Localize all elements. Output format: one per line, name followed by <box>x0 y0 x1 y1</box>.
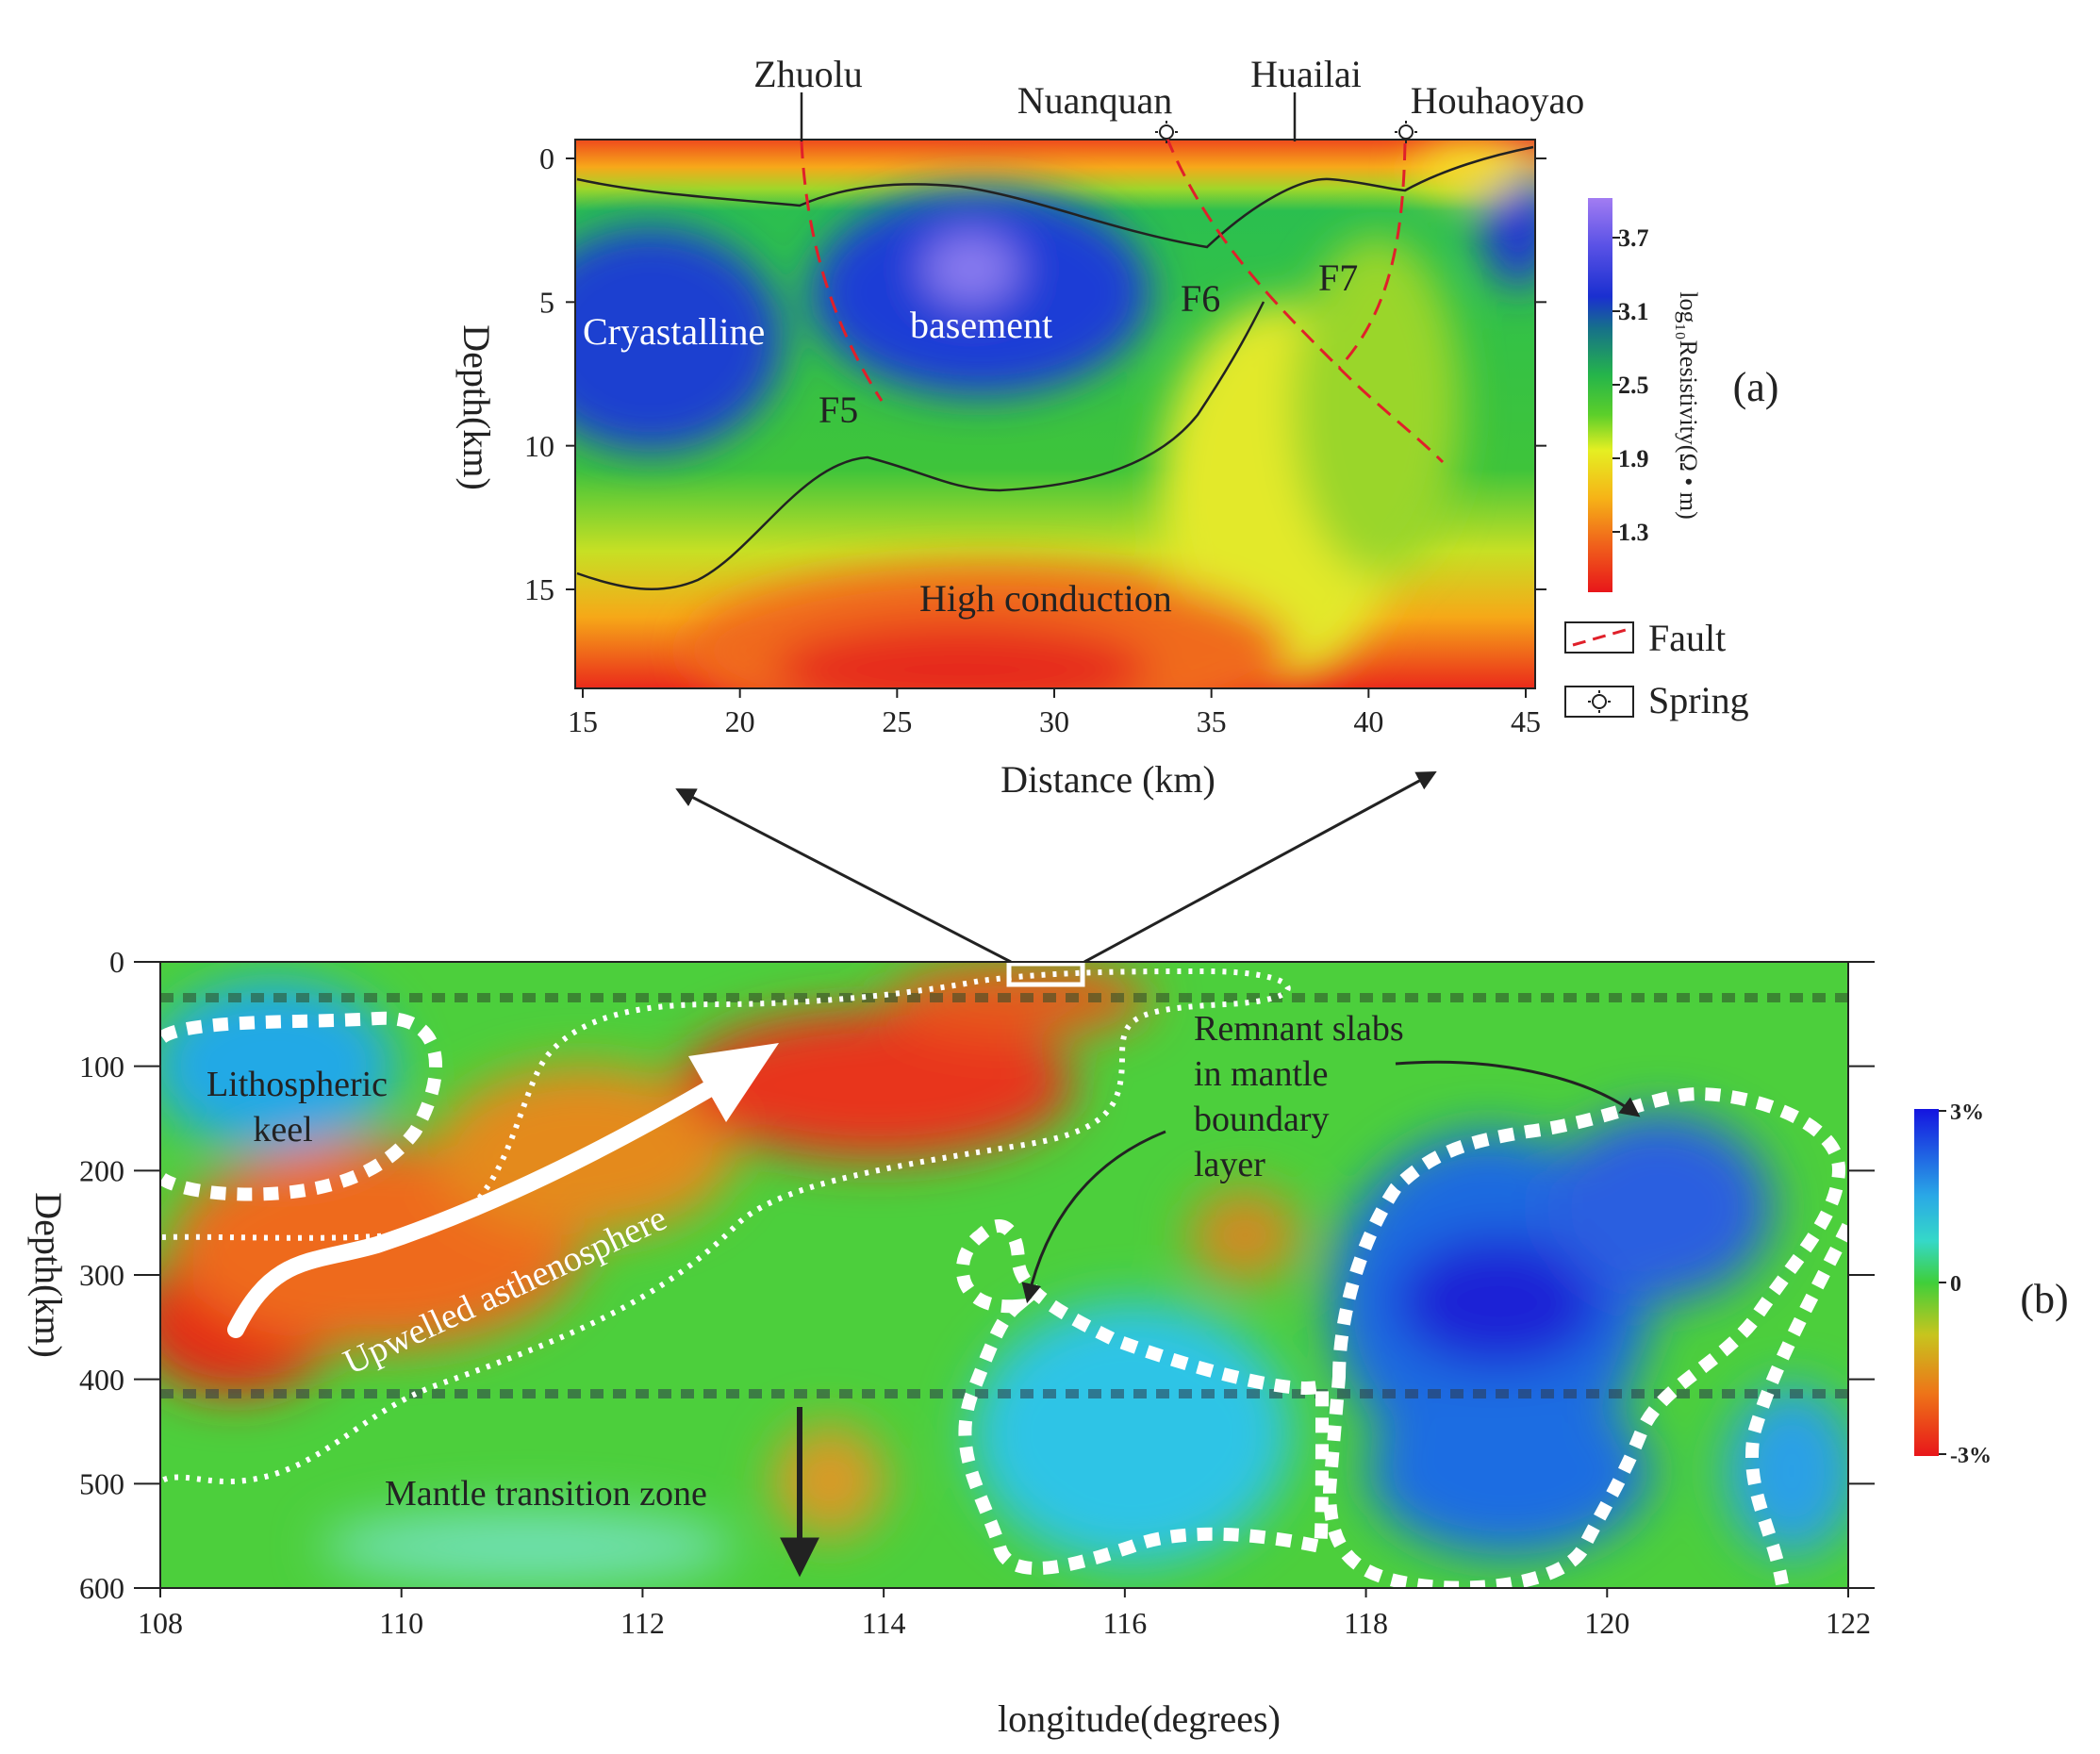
panel-b-x-tick-label: 110 <box>379 1606 423 1640</box>
panel-a-x-tick-label: 30 <box>1039 704 1069 738</box>
upwelling-arrow <box>227 1076 725 1338</box>
label-remnant-line2: in mantle <box>1194 1054 1328 1094</box>
label-high-conduction: High conduction <box>919 577 1172 620</box>
remnant-arrow-right <box>1395 1060 1641 1117</box>
label-fault-f7: F7 <box>1318 256 1358 299</box>
panel-a-y-axis-label: Depth(km) <box>455 324 498 490</box>
spring-icon <box>1155 121 1178 143</box>
resistivity-map <box>575 140 1535 688</box>
panel-a-x-tick-label: 25 <box>882 704 912 738</box>
panel-a-x-tick-label: 20 <box>725 704 755 738</box>
label-lithospheric: Lithospheric <box>207 1065 388 1104</box>
panel-b-label: (b) <box>2020 1276 2068 1322</box>
panel-b-x-tick-label: 122 <box>1826 1606 1871 1640</box>
label-fault-f5: F5 <box>819 389 858 431</box>
panel-b-y-axis-label: Depth(km) <box>27 1192 70 1358</box>
panel-a-colorbar-tick-label: 3.1 <box>1618 298 1649 325</box>
spring-icon <box>1395 121 1417 143</box>
keel-outline <box>157 1011 442 1201</box>
profile-location-box <box>1006 961 1085 987</box>
panel-b-colorbar <box>1914 1109 1939 1456</box>
panel-b-x-tick-label: 114 <box>862 1606 906 1640</box>
spring-icon <box>1588 690 1611 713</box>
slab-outline-edge <box>1744 1222 1855 1586</box>
panel-a-colorbar-tick-label: 3.7 <box>1618 224 1649 252</box>
fault-f5-line <box>800 141 884 402</box>
panel-a-x-ticks: 15 20 25 30 35 40 45 <box>568 688 1541 738</box>
panel-a: Zhuolu Nuanquan Huailai Houhaoyao Cryast… <box>455 53 1778 801</box>
label-remnant-line3: boundary <box>1194 1100 1330 1139</box>
panel-b-colorbar-ticks: 3% 0 -3% <box>1939 1100 1992 1468</box>
panel-a-x-tick-label: 45 <box>1511 704 1541 738</box>
panel-a-y-tick-label: 15 <box>524 572 554 606</box>
region-outlines <box>157 968 1855 1595</box>
panel-b-x-tick-label: 108 <box>138 1606 183 1640</box>
legend-spring: Spring <box>1564 679 1749 721</box>
panel-a-colorbar-tick-label: 1.9 <box>1618 445 1649 472</box>
slab-outline-middle <box>955 1219 1330 1576</box>
panel-b: Lithospheric keel Upwelled asthenosphere… <box>27 945 2069 1740</box>
legend-fault: Fault <box>1564 617 1726 659</box>
slab-outline-right <box>1322 1086 1846 1595</box>
label-remnant-line1: Remnant slabs <box>1194 1009 1404 1049</box>
legend-fault-label: Fault <box>1648 617 1726 659</box>
zoom-arrow-left <box>675 788 1012 964</box>
fault-f7-line <box>1337 142 1407 370</box>
panel-a-x-axis-label: Distance (km) <box>1000 758 1215 801</box>
panel-a-y-tick-label: 10 <box>524 429 554 463</box>
panel-a-colorbar-label: log₁₀Resistivity(Ω • m) <box>1675 291 1702 520</box>
upwelling-arrowhead <box>688 1043 779 1122</box>
panel-a-y-ticks: 0 5 10 15 <box>524 141 1546 606</box>
panel-b-colorbar-tick-label: -3% <box>1950 1444 1992 1468</box>
panel-b-x-axis-label: longitude(degrees) <box>998 1697 1281 1740</box>
fault-f6-line <box>1165 136 1445 464</box>
panel-b-y-tick-label: 100 <box>79 1050 124 1084</box>
panel-b-y-tick-label: 600 <box>79 1571 124 1605</box>
panel-b-y-tick-label: 200 <box>79 1154 124 1188</box>
panel-b-y-ticks: 0 100 200 300 400 500 600 <box>79 945 1875 1605</box>
panel-a-y-tick-label: 0 <box>539 141 554 175</box>
panel-b-colorbar-tick-label: 3% <box>1950 1100 1984 1125</box>
label-mantle-transition-zone: Mantle transition zone <box>385 1474 707 1514</box>
place-zhuolu: Zhuolu <box>753 53 863 95</box>
panel-b-x-tick-label: 118 <box>1344 1606 1388 1640</box>
zoom-arrow-right <box>1083 771 1437 964</box>
panel-b-y-tick-label: 400 <box>79 1363 124 1397</box>
label-fault-f6: F6 <box>1181 277 1220 320</box>
panel-a-colorbar <box>1588 198 1612 592</box>
panel-a-x-tick-label: 35 <box>1197 704 1227 738</box>
panel-b-x-tick-label: 112 <box>620 1606 665 1640</box>
label-remnant-line4: layer <box>1194 1145 1265 1184</box>
place-huailai: Huailai <box>1250 53 1362 95</box>
label-basement: basement <box>910 304 1052 346</box>
panel-b-y-tick-label: 500 <box>79 1467 124 1501</box>
lower-boundary-line <box>576 301 1265 591</box>
panel-b-x-tick-label: 116 <box>1102 1606 1147 1640</box>
panel-b-y-tick-label: 300 <box>79 1258 124 1292</box>
zoom-arrows <box>675 771 1437 964</box>
label-keel: keel <box>253 1110 312 1150</box>
place-houhaoyao: Houhaoyao <box>1411 79 1584 122</box>
panel-b-y-tick-label: 0 <box>109 945 124 979</box>
panel-b-x-tick-label: 120 <box>1584 1606 1629 1640</box>
panel-b-colorbar-tick-label: 0 <box>1950 1272 1961 1297</box>
panel-a-colorbar-tick-label: 2.5 <box>1618 372 1649 399</box>
panel-a-y-tick-label: 5 <box>539 286 554 320</box>
panel-a-x-tick-label: 40 <box>1353 704 1383 738</box>
panel-a-label: (a) <box>1733 364 1779 410</box>
legend-spring-label: Spring <box>1648 679 1749 721</box>
panel-a-colorbar-tick-label: 1.3 <box>1618 519 1649 546</box>
label-crystalline: Cryastalline <box>583 310 765 353</box>
panel-a-x-tick-label: 15 <box>568 704 598 738</box>
fault-lines <box>800 136 1445 464</box>
panel-a-colorbar-ticks: 3.7 3.1 2.5 1.9 1.3 <box>1612 224 1649 546</box>
place-nuanquan: Nuanquan <box>1017 79 1172 122</box>
panel-b-x-ticks: 108 110 112 114 116 118 120 122 <box>138 1588 1871 1640</box>
upper-boundary-line <box>576 145 1534 249</box>
remnant-arrow-left <box>1021 1130 1166 1304</box>
